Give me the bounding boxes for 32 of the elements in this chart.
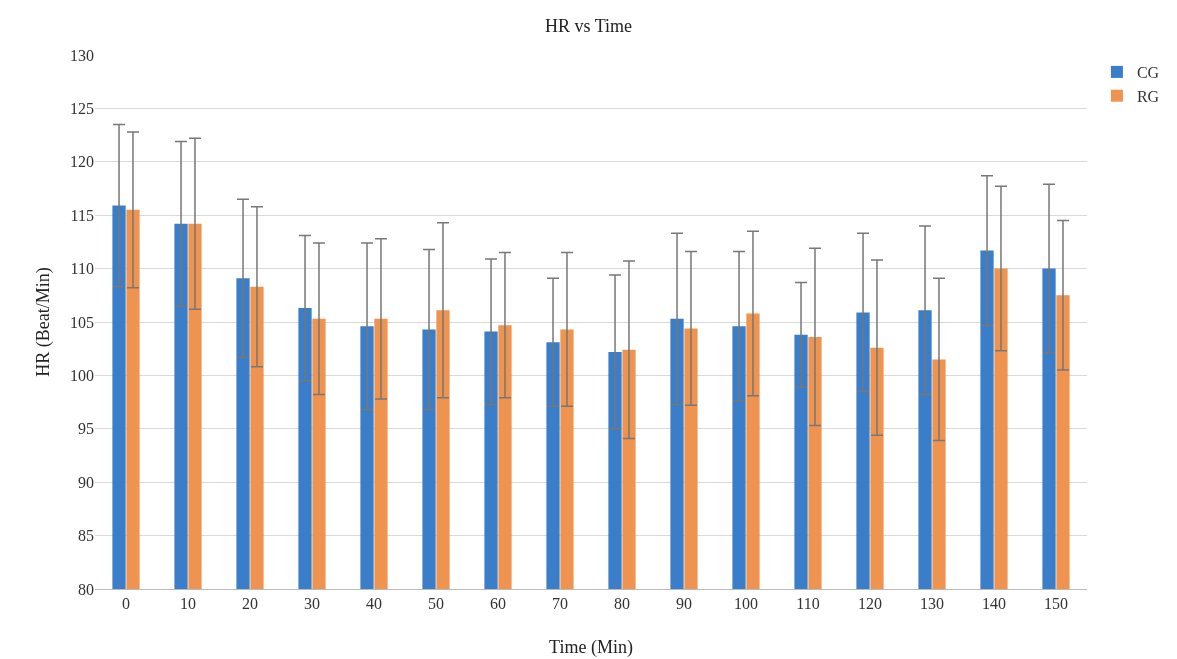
x-tick-label: 70 — [552, 595, 568, 613]
chart-title: HR vs Time — [544, 16, 633, 37]
x-axis-title: Time (Min) — [549, 637, 633, 658]
x-tick-label: 100 — [734, 595, 758, 613]
y-tick-label: 100 — [70, 367, 94, 384]
x-tick-label: 90 — [676, 595, 692, 613]
y-tick-label: 80 — [78, 580, 94, 598]
y-tick-label: 110 — [70, 260, 94, 278]
x-tick-label: 40 — [366, 595, 382, 613]
legend-label: RG — [1136, 87, 1160, 105]
x-tick-label: 20 — [242, 595, 258, 613]
y-tick-label: 105 — [70, 313, 94, 331]
x-tick-label: 0 — [122, 595, 130, 613]
y-tick-label: 95 — [78, 420, 94, 438]
y-tick-label: 85 — [78, 527, 94, 545]
x-tick-label: 10 — [180, 595, 196, 613]
x-tick-label: 30 — [304, 595, 320, 613]
x-tick-label: 60 — [490, 595, 506, 613]
x-tick-label: 140 — [982, 595, 1006, 613]
y-axis-title: HR (Beat/Min) — [33, 267, 54, 377]
legend-label: CG — [1136, 64, 1160, 82]
y-tick-label: 120 — [70, 153, 94, 171]
y-tick-label: 130 — [70, 46, 94, 64]
x-tick-label: 80 — [614, 595, 630, 613]
y-tick-label: 90 — [78, 473, 94, 491]
x-tick-label: 50 — [428, 595, 444, 613]
x-tick-label: 120 — [858, 595, 882, 613]
x-tick-label: 110 — [796, 595, 820, 613]
y-tick-label: 125 — [70, 100, 94, 117]
x-tick-label: 130 — [920, 595, 944, 613]
x-tick-label: 150 — [1044, 595, 1068, 613]
y-tick-label: 115 — [70, 206, 94, 224]
